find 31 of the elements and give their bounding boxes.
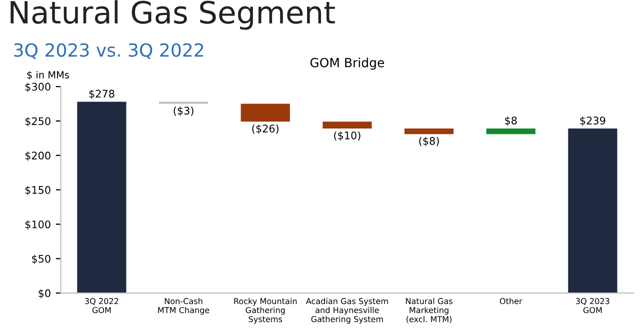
- bar: [404, 128, 454, 134]
- data-label: ($26): [252, 124, 278, 134]
- y-tick-label: $300: [25, 82, 50, 92]
- bar: [322, 122, 372, 129]
- y-axis-title: $ in MMs: [27, 70, 70, 80]
- text: Natural Gas Segment: [10, 0, 335, 30]
- y-tick-label: $150: [25, 186, 50, 196]
- y-tick-label: $50: [32, 254, 50, 264]
- y-tick-label: $250: [25, 117, 50, 126]
- data-label: ($8): [419, 136, 439, 146]
- bar: [77, 102, 126, 294]
- data-label: $8: [505, 116, 517, 126]
- y-tick-label: $0: [38, 289, 50, 299]
- bar: [568, 128, 618, 294]
- x-tick-label: 3Q 2023 GOM: [576, 298, 610, 314]
- text: 3Q 2023 vs. 3Q 2022: [14, 43, 204, 59]
- x-tick-label: Acadian Gas System and Haynesville Gathering System: [306, 298, 388, 324]
- data-label: $278: [89, 90, 114, 100]
- y-tick-label: $200: [25, 151, 50, 161]
- bar: [240, 104, 290, 122]
- x-tick-label: Natural Gas Marketing (excl. MTM): [406, 298, 452, 324]
- chart-title: GOM Bridge: [310, 58, 384, 70]
- data-label: ($10): [334, 131, 360, 141]
- x-tick-label: Rocky Mountain Gathering Systems: [234, 298, 297, 324]
- data-label: ($3): [174, 106, 194, 116]
- y-tick-label: $100: [25, 220, 50, 230]
- data-label: $239: [580, 116, 606, 126]
- x-tick-label: 3Q 2022 GOM: [85, 298, 118, 314]
- x-tick-label: Non-Cash MTM Change: [158, 298, 210, 315]
- x-tick-label: Other: [500, 298, 522, 304]
- bar: [486, 128, 536, 134]
